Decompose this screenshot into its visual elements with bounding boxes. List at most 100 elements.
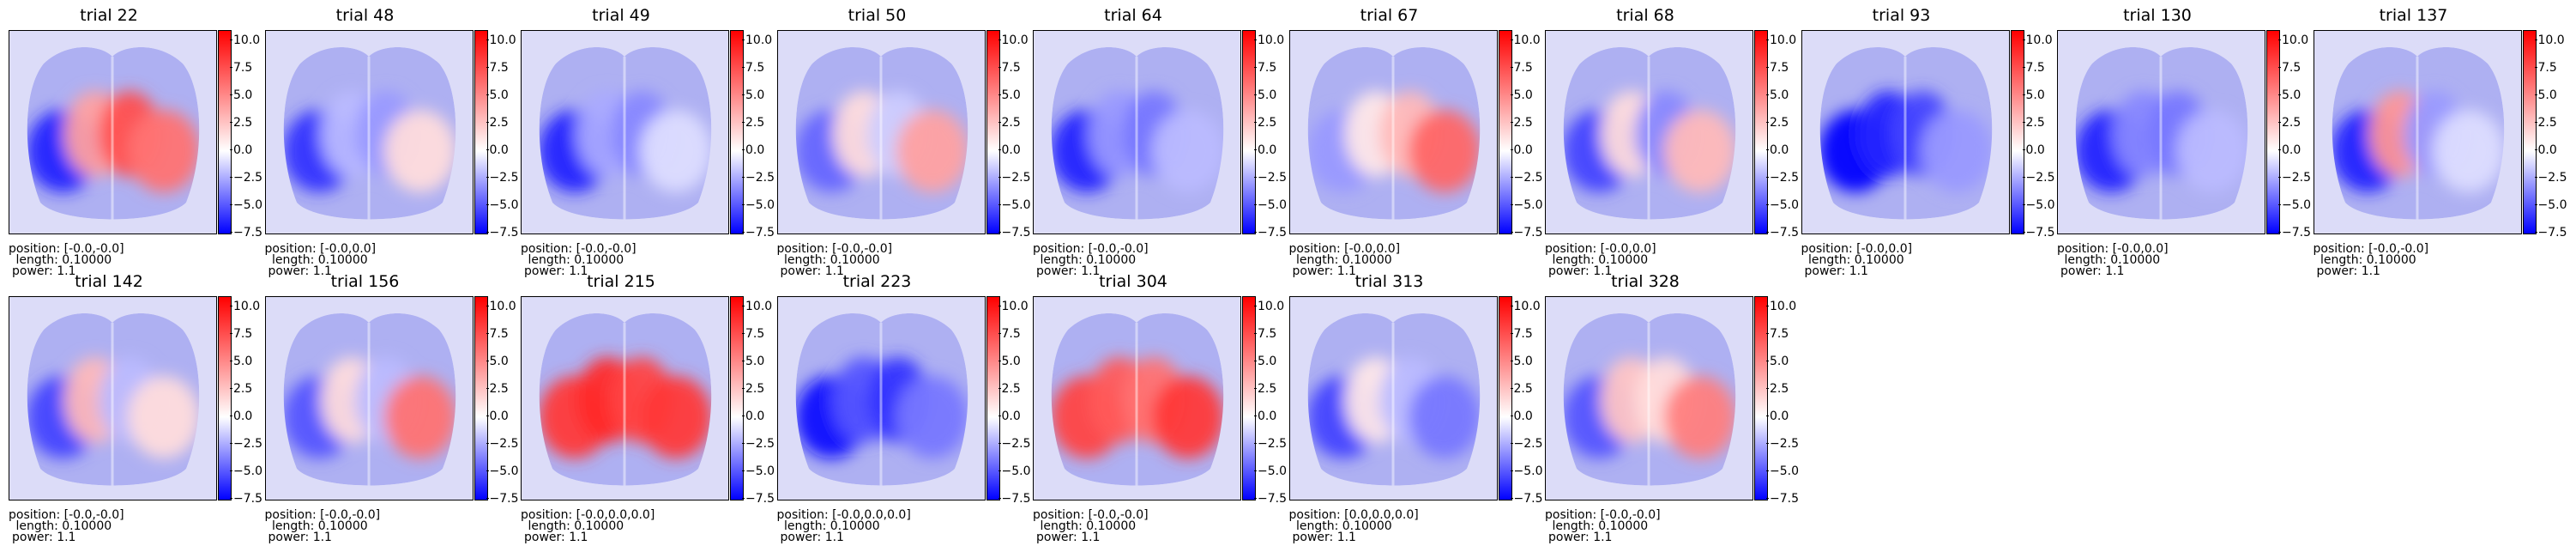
colorbar-tick-label: 7.5 [486, 326, 509, 341]
colorbar-tick-label: −2.5 [230, 170, 262, 185]
colorbar [2010, 30, 2024, 234]
colorbar-tick-label: 5.0 [229, 88, 253, 102]
position-text: position: [-0.0,-0.0] [521, 242, 636, 256]
stimulus-info: position: [-0.0,-0.0] length: 0.10000 pow… [9, 508, 124, 543]
activity-map [9, 30, 217, 234]
colorbar-tick-label: 2.5 [1253, 115, 1277, 130]
stimulus-info: position: [-0.0,-0.0] length: 0.10000 pow… [1545, 509, 1661, 544]
colorbar-tick-label: 0.0 [1253, 143, 1277, 157]
colorbar-tick-label: 7.5 [1253, 326, 1277, 341]
stimulus-info: position: [-0.0,-0.0] length: 0.10000 pow… [1033, 508, 1149, 544]
colorbar-tick-label: 0.0 [229, 409, 253, 423]
right-lateral-region [896, 376, 968, 458]
power-text: power: 1.1 [1548, 531, 1613, 544]
position-text: position: [-0.0,-0.0] [264, 508, 381, 522]
activity-map-svg [265, 297, 473, 500]
colorbar-tick-label: 7.5 [741, 326, 765, 341]
right-lateral-region [2432, 110, 2504, 192]
colorbar-tick-label: −2.5 [230, 436, 262, 451]
colorbar-tick-label: −7.5 [998, 492, 1031, 506]
activity-map-svg [9, 31, 216, 234]
colorbar-tick-label: 7.5 [2534, 60, 2557, 75]
colorbar-tick-label: −5.0 [1254, 464, 1287, 478]
panel-title: trial 64 [1104, 6, 1162, 25]
colorbar-tick-label: 2.5 [486, 115, 509, 130]
activity-map-svg [522, 297, 728, 500]
colorbar-tick-label: −7.5 [2278, 226, 2311, 240]
trial-panel: trial 50 10.0 7.5 5.0 2.5 0.0 −2.5 −5.0 −7.5 posi… [770, 2, 1031, 277]
position-text: position: [-0.0,-0.0] [1033, 508, 1149, 522]
colorbar [218, 30, 232, 234]
colorbar-tick-label: 2.5 [2534, 115, 2557, 130]
colorbar-tick-label: 0.0 [998, 409, 1021, 423]
length-text: length: 0.10000 [1292, 519, 1392, 533]
activity-map [1288, 30, 1498, 234]
power-text: power: 1.1 [2060, 264, 2125, 278]
colorbar-tick-label: 5.0 [741, 354, 765, 368]
right-lateral-region [1408, 376, 1480, 458]
colorbar-tick-label: −7.5 [1510, 226, 1543, 240]
panel-title: trial 49 [592, 6, 650, 25]
colorbar-tick-label: 7.5 [998, 326, 1021, 341]
colorbar-tick-label: 10.0 [486, 299, 516, 313]
colorbar-tick-label: −7.5 [230, 226, 262, 240]
length-text: length: 0.10000 [1804, 253, 1904, 267]
power-text: power: 1.1 [780, 531, 844, 544]
right-lateral-region [1408, 110, 1480, 192]
colorbar-tick-label: 0.0 [1510, 143, 1533, 157]
trial-panel: trial 22 10.0 7.5 5.0 2.5 0.0 −2.5 −5.0 −7.5 posi… [2, 2, 262, 277]
colorbar-tick-label: 5.0 [2277, 88, 2302, 102]
activity-map [1288, 296, 1498, 500]
colorbar [1754, 296, 1768, 500]
colorbar [474, 296, 488, 500]
colorbar [1242, 30, 1256, 234]
power-text: power: 1.1 [1804, 264, 1868, 278]
colorbar-tick-label: 5.0 [2534, 88, 2557, 102]
colorbar-tick-label: 5.0 [1510, 354, 1533, 368]
colorbar-tick-label: 0.0 [2534, 143, 2557, 157]
trial-panel: trial 313 10.0 7.5 5.0 2.5 0.0 −2.5 −5.0 −7.5 pos… [1282, 268, 1543, 543]
power-text: power: 1.1 [12, 264, 76, 278]
activity-map-svg [1289, 31, 1497, 234]
colorbar-tick-label: 2.5 [2022, 115, 2045, 130]
colorbar-tick-label: −2.5 [1254, 170, 1287, 185]
colorbar-tick-label: 2.5 [741, 115, 765, 130]
colorbar-tick-label: 7.5 [1253, 60, 1277, 75]
length-text: length: 0.10000 [1292, 253, 1392, 267]
colorbar-tick-label: 5.0 [1510, 88, 1533, 102]
colorbar-tick-label: 0.0 [2277, 143, 2302, 157]
length-text: length: 0.10000 [780, 253, 880, 267]
position-text: position: [-0.0,-0.0] [9, 508, 124, 522]
colorbar-tick-label: −5.0 [1510, 197, 1543, 212]
colorbar-tick-label: 2.5 [1510, 381, 1533, 396]
activity-map-svg [522, 31, 728, 234]
colorbar-tick-label: 2.5 [2277, 115, 2302, 130]
position-text: position: [-0.0,-0.0] [1033, 242, 1149, 256]
colorbar-tick-label: 10.0 [998, 299, 1029, 313]
panel-title: trial 67 [1360, 6, 1419, 25]
panel-title: trial 130 [2123, 6, 2192, 25]
colorbar-tick-label: 10.0 [741, 33, 773, 47]
right-lateral-region [128, 110, 200, 192]
right-lateral-region [1920, 110, 1992, 192]
activity-map-svg [265, 31, 473, 234]
colorbar-tick-label: −7.5 [1766, 226, 1799, 240]
position-text: position: [-0.0,0.0] [264, 242, 377, 256]
colorbar-tick-label: 2.5 [229, 115, 253, 130]
colorbar-tick-label: −2.5 [998, 170, 1031, 185]
position-text: position: [-0.0,-0.0] [2313, 242, 2429, 256]
activity-map [264, 30, 474, 234]
colorbar-tick-label: 0.0 [741, 409, 765, 423]
position-text: position: [-0.0,0.0] [1288, 242, 1401, 256]
trial-panel: trial 49 10.0 7.5 5.0 2.5 0.0 −2.5 −5.0 −7.5 posi… [514, 2, 775, 277]
trial-panel: trial 64 10.0 7.5 5.0 2.5 0.0 −2.5 −5.0 −7.5 posi… [1026, 2, 1287, 277]
position-text: position: [-0.0,0.0] [2057, 242, 2169, 256]
colorbar-tick-label: −5.0 [230, 464, 262, 478]
power-text: power: 1.1 [1036, 531, 1101, 544]
panel-title: trial 223 [842, 272, 912, 291]
panel-title: trial 156 [330, 272, 400, 291]
trial-panel: trial 304 10.0 7.5 5.0 2.5 0.0 −2.5 −5.0 −7.5 pos… [1026, 268, 1287, 543]
activity-map [264, 296, 474, 500]
colorbar-tick-label: −2.5 [2534, 170, 2567, 185]
panel-title: trial 313 [1354, 272, 1424, 291]
